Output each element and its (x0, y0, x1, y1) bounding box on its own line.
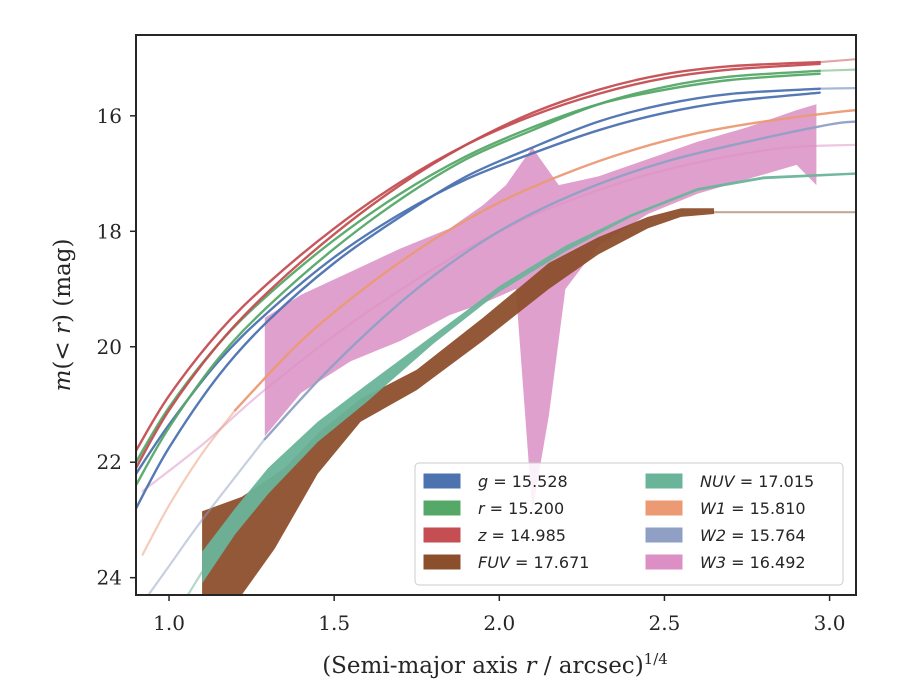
legend-label-w1: W1 = 15.810 (700, 499, 806, 518)
series-band-w3-0 (264, 104, 817, 512)
y-tick-label: 18 (97, 219, 122, 243)
legend-label-fuv: FUV = 17.671 (478, 553, 589, 572)
series-band-fuv-2 (202, 208, 714, 595)
series-line-w1-9 (233, 108, 856, 412)
y-tick-label: 22 (97, 450, 122, 474)
plot-frame (135, 34, 857, 596)
series-line-r-13 (136, 69, 821, 487)
x-axis-label: (Semi-major axis r / arcsec)1/4 (322, 650, 668, 679)
series-line-w2-7 (263, 120, 856, 441)
series-line-g-11 (818, 87, 856, 90)
legend-swatch-z (423, 527, 461, 543)
legend-swatch-fuv (423, 554, 461, 570)
series-line-g-12 (136, 91, 821, 475)
legend-swatch-g (423, 473, 461, 489)
x-tick-label: 1.0 (153, 611, 185, 635)
series-line-z-17 (818, 58, 856, 64)
series-line-r-14 (818, 68, 856, 72)
legend-swatch-w3 (645, 554, 683, 570)
series-line-z-18 (136, 62, 821, 452)
y-axis-label: m(< r) (mag) (50, 239, 76, 392)
y-tick-label: 24 (97, 566, 122, 590)
y-tick-label: 16 (97, 104, 122, 128)
legend-box (414, 462, 844, 586)
x-tick-label: 3.0 (814, 611, 846, 635)
series-line-w2-6 (147, 438, 266, 595)
legend: g = 15.528 r = 15.200 z = 14.985 FUV = 17.6… (414, 462, 844, 586)
series-line-nuv-5 (186, 570, 204, 595)
legend-label-w3: W3 = 16.492 (700, 553, 806, 572)
legend-label-g: g = 15.528 (478, 472, 568, 491)
legend-label-w2: W2 = 15.764 (700, 526, 806, 545)
legend-label-z: z = 14.985 (477, 526, 566, 545)
series-layer (136, 58, 856, 595)
x-tick-label: 2.0 (483, 611, 515, 635)
legend-swatch-w1 (645, 500, 683, 516)
legend-swatch-w2 (645, 527, 683, 543)
series-line-w1-8 (141, 409, 237, 556)
series-line-z-16 (136, 60, 821, 470)
legend-label-nuv: NUV = 17.015 (700, 472, 814, 491)
legend-swatch-nuv (645, 473, 683, 489)
x-tick-label: 2.5 (649, 611, 681, 635)
y-tick-label: 20 (97, 335, 122, 359)
legend-label-r: r = 15.200 (478, 499, 564, 518)
ticks-layer: 1.0 1.5 2.0 2.5 3.0 16 18 20 22 24 (97, 104, 846, 635)
legend-swatch-r (423, 500, 461, 516)
x-tick-label: 1.5 (318, 611, 350, 635)
